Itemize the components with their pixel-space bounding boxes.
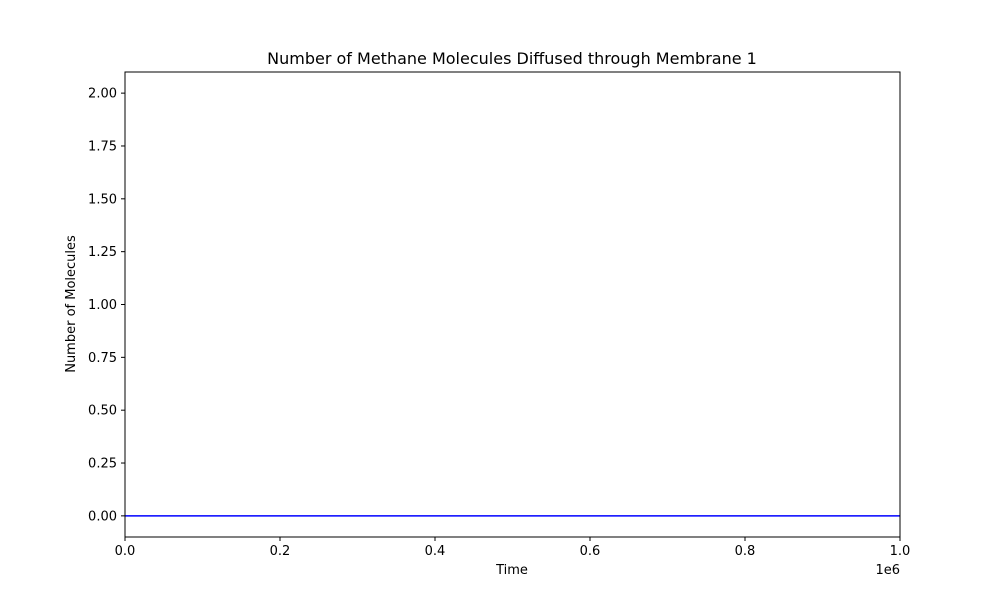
y-tick-label: 1.75 bbox=[88, 139, 117, 154]
y-tick-label: 0.25 bbox=[88, 457, 117, 472]
x-axis: 0.0 0.2 0.4 0.6 0.8 1.0 bbox=[115, 537, 911, 559]
chart-title: Number of Methane Molecules Diffused thr… bbox=[267, 49, 757, 68]
plot-background bbox=[125, 72, 900, 537]
y-axis: 0.00 0.25 0.50 0.75 1.00 1.25 1.50 1.75 2.00 bbox=[88, 87, 125, 524]
x-tick-label: 0.2 bbox=[270, 544, 291, 559]
y-tick-label: 1.00 bbox=[88, 298, 117, 313]
y-axis-label: Number of Molecules bbox=[64, 235, 79, 373]
x-tick-label: 0.6 bbox=[580, 544, 601, 559]
x-tick-label: 0.8 bbox=[735, 544, 756, 559]
x-offset-label: 1e6 bbox=[875, 563, 900, 578]
y-tick-label: 0.75 bbox=[88, 351, 117, 366]
y-tick-label: 1.50 bbox=[88, 192, 117, 207]
x-tick-label: 0.0 bbox=[115, 544, 136, 559]
x-tick-label: 1.0 bbox=[890, 544, 911, 559]
x-tick-label: 0.4 bbox=[425, 544, 446, 559]
y-tick-label: 0.00 bbox=[88, 509, 117, 524]
y-tick-label: 2.00 bbox=[88, 87, 117, 102]
y-tick-label: 1.25 bbox=[88, 245, 117, 260]
x-axis-label: Time bbox=[495, 563, 528, 578]
y-tick-label: 0.50 bbox=[88, 404, 117, 419]
